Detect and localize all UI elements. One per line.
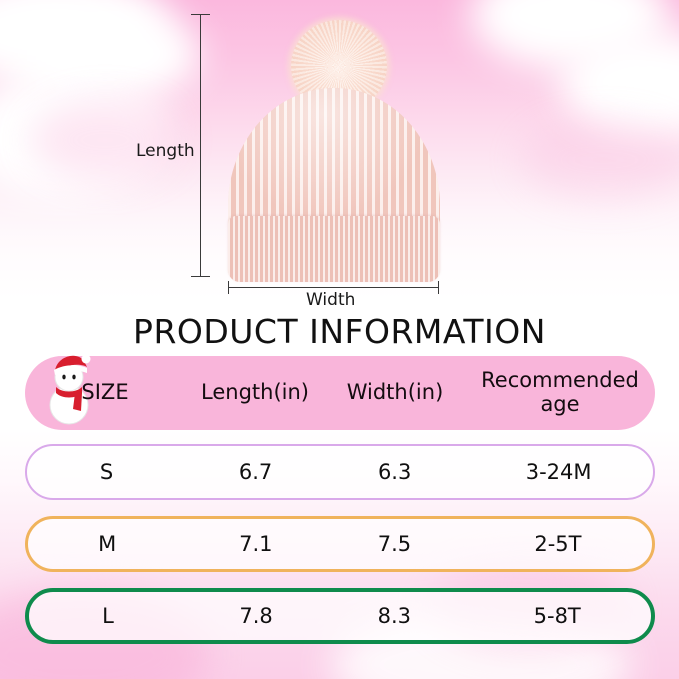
column-header-size: SIZE — [81, 380, 129, 405]
length-dimension-cap-top — [191, 14, 210, 15]
column-header-recommended-age-line1: Recommended — [481, 368, 639, 393]
hat-illustration: Length Width — [0, 0, 679, 310]
cell-size: L — [102, 604, 114, 628]
width-dimension-cap-right — [438, 281, 439, 294]
cell-recommended-age: 3-24M — [525, 460, 592, 484]
hat-crown — [228, 88, 440, 233]
column-header-length: Length(in) — [201, 380, 309, 405]
cell-length: 7.8 — [239, 604, 273, 628]
width-label: Width — [306, 290, 356, 310]
width-dimension-cap-left — [228, 281, 229, 294]
cell-size: M — [98, 532, 117, 556]
width-dimension-line — [228, 287, 439, 288]
table-row: L 7.8 8.3 5-8T — [25, 588, 655, 644]
cloud-decor — [30, 100, 180, 180]
cell-width: 8.3 — [377, 604, 411, 628]
cell-recommended-age: 2-5T — [534, 532, 582, 556]
table-header-row: SIZE Length(in) Width(in) Recommended ag… — [25, 354, 655, 430]
column-header-width: Width(in) — [346, 380, 444, 405]
length-dimension-line — [200, 14, 201, 276]
snowman-icon — [49, 354, 91, 425]
table-row: S 6.7 6.3 3-24M — [25, 444, 655, 500]
hat-cuff — [228, 216, 440, 282]
length-label: Length — [136, 141, 195, 161]
cell-length: 6.7 — [238, 460, 273, 484]
cell-width: 7.5 — [377, 532, 412, 556]
table-header-cells: SIZE Length(in) Width(in) Recommended ag… — [25, 356, 655, 430]
page-title: PRODUCT INFORMATION — [133, 312, 546, 351]
cell-length: 7.1 — [239, 532, 273, 556]
cell-width: 6.3 — [377, 460, 412, 484]
table-row: M 7.1 7.5 2-5T — [25, 516, 655, 572]
length-dimension-cap-bottom — [191, 276, 210, 277]
column-header-recommended-age-line2: age — [540, 392, 580, 416]
cell-recommended-age: 5-8T — [533, 604, 581, 628]
cloud-decor — [520, 120, 679, 200]
cell-size: S — [99, 460, 114, 484]
cloud-decor — [0, 70, 170, 200]
column-header-recommended-age: Recommended age — [465, 369, 655, 416]
